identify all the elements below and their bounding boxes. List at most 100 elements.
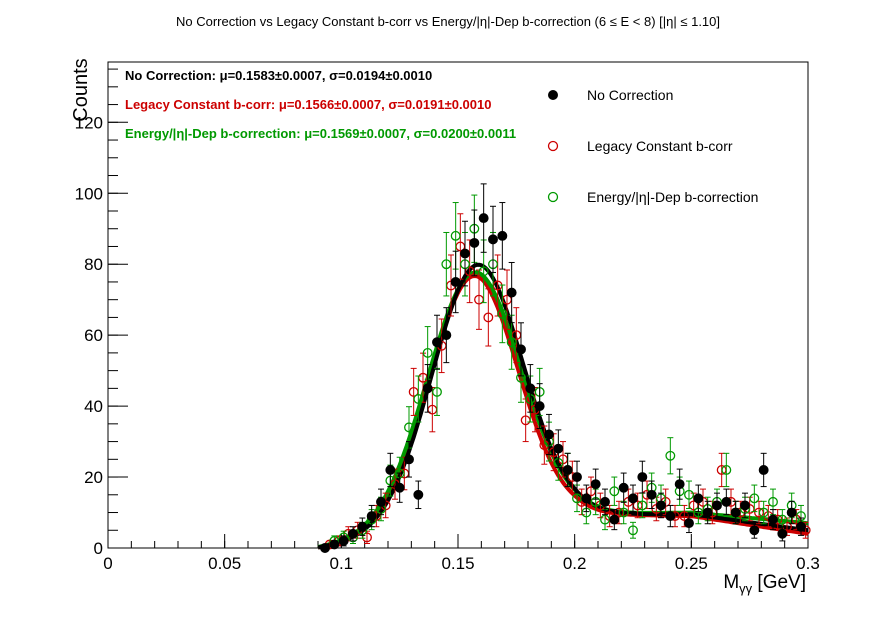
point-marker <box>600 496 610 507</box>
y-tick-label: 60 <box>84 326 103 345</box>
point-marker <box>609 486 620 497</box>
data-point-no-correction <box>693 484 704 513</box>
data-point-no-correction <box>534 383 545 430</box>
legend: No Correction Legacy Constant b-corr Ene… <box>547 87 758 205</box>
point-marker <box>637 472 648 483</box>
data-point-energy <box>721 452 732 488</box>
point-marker <box>488 234 498 245</box>
point-marker <box>418 372 428 383</box>
legend-marker-energy <box>547 191 559 203</box>
point-marker <box>432 337 442 348</box>
legend-marker-no-correction <box>548 90 558 100</box>
point-marker <box>712 500 722 511</box>
point-marker <box>478 266 489 277</box>
data-point-no-correction <box>721 488 732 516</box>
data-point-no-correction <box>469 209 480 277</box>
fit-result-sigma: 0.0200±0.0011 <box>430 126 516 141</box>
data-point-no-correction <box>385 452 396 488</box>
point-marker <box>674 479 685 490</box>
data-point-no-correction <box>450 250 461 314</box>
data-point-legacy <box>483 288 494 347</box>
point-marker <box>646 489 657 500</box>
fit-curve-legacy <box>317 274 809 550</box>
data-point-no-correction <box>656 492 666 519</box>
x-axis-label-unit: [GeV] <box>752 572 806 593</box>
data-point-no-correction <box>497 202 508 270</box>
data-point-legacy <box>474 269 484 330</box>
point-marker <box>572 472 582 483</box>
x-tick-label: 0.3 <box>796 554 820 573</box>
point-marker <box>404 422 414 433</box>
data-point-no-correction <box>590 468 601 500</box>
point-marker <box>786 507 797 518</box>
point-marker <box>460 248 470 259</box>
y-tick-label: 20 <box>84 468 103 487</box>
point-marker <box>329 539 340 550</box>
data-point-no-correction <box>600 488 610 516</box>
point-marker <box>422 347 433 358</box>
legend-label: No Correction <box>587 87 673 103</box>
data-point-energy <box>497 284 508 344</box>
point-marker <box>497 308 508 319</box>
legend-entry-no-correction: No Correction <box>548 87 673 103</box>
point-marker <box>749 493 760 504</box>
point-marker <box>441 330 452 341</box>
point-marker <box>684 518 694 529</box>
data-point-no-correction <box>348 526 358 542</box>
data-point-no-correction <box>749 521 760 539</box>
point-marker <box>432 386 442 397</box>
data-point-no-correction <box>404 441 414 478</box>
data-point-no-correction <box>777 526 788 542</box>
data-point-no-correction <box>357 517 368 536</box>
point-marker <box>768 496 778 507</box>
data-point-no-correction <box>646 480 657 510</box>
point-marker <box>469 237 480 248</box>
data-point-no-correction <box>488 205 498 273</box>
data-point-no-correction <box>320 543 330 553</box>
point-marker <box>562 465 573 475</box>
fit-result-mu: 0.1566±0.0007 <box>294 97 381 112</box>
data-point-no-correction <box>628 484 638 513</box>
x-axis-label-main: M <box>723 572 739 593</box>
data-point-no-correction <box>609 509 620 531</box>
point-marker <box>394 482 405 493</box>
data-point-no-correction <box>768 509 778 531</box>
legend-label: Energy/|η|-Dep b-correction <box>587 189 758 205</box>
point-marker <box>520 415 531 426</box>
data-point-no-correction <box>730 500 741 525</box>
point-marker <box>618 507 629 518</box>
point-marker <box>740 500 750 511</box>
point-marker <box>768 514 778 525</box>
y-tick-label: 40 <box>84 397 103 416</box>
point-marker <box>525 383 536 394</box>
data-point-no-correction <box>553 429 564 468</box>
point-marker <box>497 230 508 241</box>
point-marker <box>413 394 424 404</box>
data-point-no-correction <box>441 307 452 364</box>
point-marker <box>796 521 806 532</box>
data-point-energy <box>758 500 769 525</box>
data-point-energy <box>413 375 424 423</box>
point-marker <box>348 528 358 539</box>
point-marker <box>665 511 676 522</box>
data-point-no-correction <box>394 472 405 503</box>
point-marker <box>544 429 554 440</box>
fit-result-mu: 0.1583±0.0007 <box>235 68 322 83</box>
fit-result-sigma: 0.0191±0.0010 <box>405 97 492 112</box>
point-marker <box>758 507 769 518</box>
chart-title: No Correction vs Legacy Constant b-corr … <box>176 14 720 29</box>
data-point-no-correction <box>460 220 470 287</box>
point-marker <box>628 525 638 536</box>
point-marker <box>450 276 461 287</box>
x-tick-label: 0.2 <box>563 554 587 573</box>
point-marker <box>572 493 582 504</box>
data-point-no-correction <box>413 480 424 510</box>
y-tick-label: 100 <box>75 184 103 203</box>
x-tick-label: 0.25 <box>675 554 708 573</box>
fit-result-no-correction: No Correction: μ=0.1583±0.0007, σ=0.0194… <box>125 68 432 83</box>
data-point-no-correction <box>796 517 806 536</box>
point-marker <box>506 337 517 348</box>
point-marker <box>338 535 349 546</box>
point-marker <box>777 528 788 539</box>
